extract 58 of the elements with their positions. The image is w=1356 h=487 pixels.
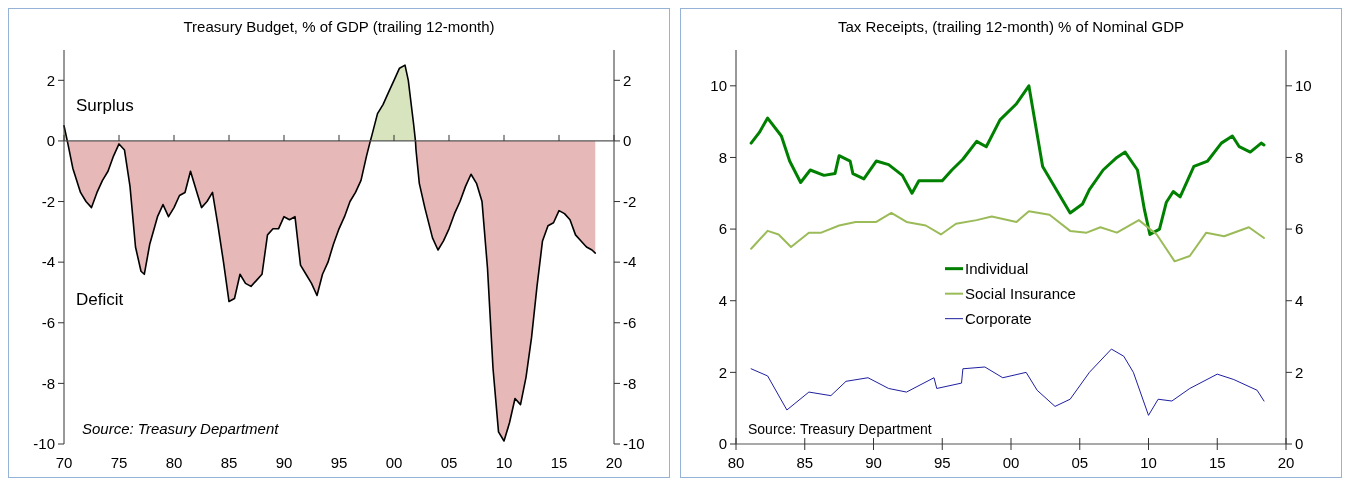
y2-tick-label: 0 <box>1295 435 1304 453</box>
y2-tick-label: -6 <box>623 314 637 332</box>
x-tick-label: 00 <box>385 454 403 471</box>
line-series <box>750 210 1265 263</box>
legend-label: Social Insurance <box>965 284 1076 302</box>
chart-title: Treasury Budget, % of GDP (trailing 12-month) <box>183 18 495 35</box>
line-series <box>750 348 1265 416</box>
y-tick-label: 6 <box>718 220 727 238</box>
annotation: Source: Treasury Department <box>82 420 280 437</box>
legend-label: Corporate <box>965 309 1032 327</box>
y-tick-label: -10 <box>33 435 55 453</box>
line-series <box>749 84 1266 236</box>
y2-tick-label: -10 <box>623 435 645 453</box>
y2-tick-label: -4 <box>623 253 637 271</box>
y-tick-label: 4 <box>718 291 727 309</box>
y-tick-label: -4 <box>41 253 55 271</box>
y-tick-label: 0 <box>718 435 727 453</box>
x-tick-label: 85 <box>796 454 814 471</box>
y-tick-label: 8 <box>718 148 727 166</box>
x-tick-label: 70 <box>55 454 73 471</box>
x-tick-label: 15 <box>1208 454 1226 471</box>
annotation: Surplus <box>76 95 134 115</box>
y2-tick-label: 0 <box>623 132 632 150</box>
y2-tick-label: 2 <box>623 71 632 89</box>
y2-tick-label: 10 <box>1295 77 1312 95</box>
y-tick-label: 0 <box>46 132 55 150</box>
x-tick-label: 10 <box>1140 454 1157 471</box>
y2-tick-label: 2 <box>1295 363 1304 381</box>
x-tick-label: 10 <box>495 454 513 471</box>
x-tick-label: 80 <box>165 454 183 471</box>
y2-tick-label: -2 <box>623 192 637 210</box>
y2-tick-label: 6 <box>1295 220 1304 238</box>
x-tick-label: 85 <box>220 454 238 471</box>
annotation: Source: Treasury Department <box>748 421 932 437</box>
x-tick-label: 05 <box>440 454 458 471</box>
y-tick-label: 2 <box>46 71 55 89</box>
legend-label: Individual <box>965 259 1029 277</box>
x-tick-label: 80 <box>727 454 745 471</box>
x-tick-label: 90 <box>275 454 293 471</box>
y2-tick-label: 8 <box>1295 148 1304 166</box>
y2-tick-label: 4 <box>1295 291 1304 309</box>
y-tick-label: 10 <box>710 77 727 95</box>
x-tick-label: 75 <box>110 454 128 471</box>
y-tick-label: -2 <box>41 192 55 210</box>
x-tick-label: 15 <box>550 454 568 471</box>
x-tick-label: 05 <box>1071 454 1089 471</box>
chart-title: Tax Receipts, (trailing 12-month) % of Nominal GDP <box>838 18 1184 35</box>
y2-tick-label: -8 <box>623 374 637 392</box>
annotation: Deficit <box>76 289 124 309</box>
x-tick-label: 00 <box>1002 454 1020 471</box>
x-tick-label: 20 <box>1277 454 1295 471</box>
x-tick-label: 95 <box>330 454 348 471</box>
x-tick-label: 95 <box>933 454 951 471</box>
y-tick-label: -6 <box>41 314 55 332</box>
y-tick-label: -8 <box>41 374 55 392</box>
x-tick-label: 90 <box>865 454 882 471</box>
x-tick-label: 20 <box>605 454 623 471</box>
y-tick-label: 2 <box>718 363 727 381</box>
